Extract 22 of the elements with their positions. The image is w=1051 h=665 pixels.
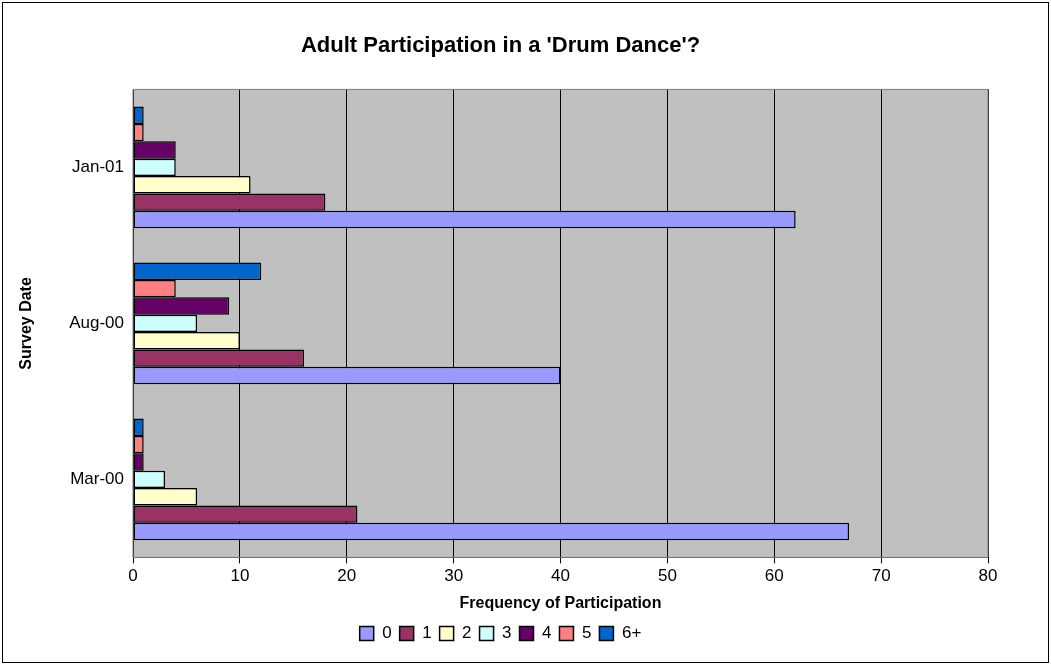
y-tick-label: Aug-00 — [69, 313, 124, 333]
legend-label: 6+ — [621, 623, 642, 643]
x-axis-title: Frequency of Participation — [459, 593, 662, 611]
legend-label: 3 — [502, 623, 512, 643]
legend-label: 4 — [542, 623, 552, 643]
y-tick-label: Mar-00 — [70, 469, 124, 489]
x-tick-label: 60 — [764, 566, 784, 586]
x-tick-label: 40 — [551, 566, 570, 586]
x-tick-label: 20 — [337, 566, 357, 586]
chart-title: Adult Participation in a 'Drum Dance'? — [300, 32, 701, 58]
x-tick-label: 30 — [444, 566, 464, 586]
y-tick-label: Jan-01 — [72, 157, 124, 177]
x-tick-label: 10 — [230, 566, 250, 586]
legend-label: 0 — [382, 623, 392, 643]
x-tick-label: 0 — [128, 566, 138, 586]
y-axis-title: Survey Date — [17, 277, 35, 370]
legend-label: 5 — [581, 623, 592, 643]
x-tick-label: 70 — [871, 566, 891, 586]
legend-label: 1 — [422, 623, 432, 643]
x-tick-label: 80 — [978, 566, 998, 586]
x-tick-label: 50 — [657, 566, 677, 586]
legend-label: 2 — [462, 623, 472, 643]
